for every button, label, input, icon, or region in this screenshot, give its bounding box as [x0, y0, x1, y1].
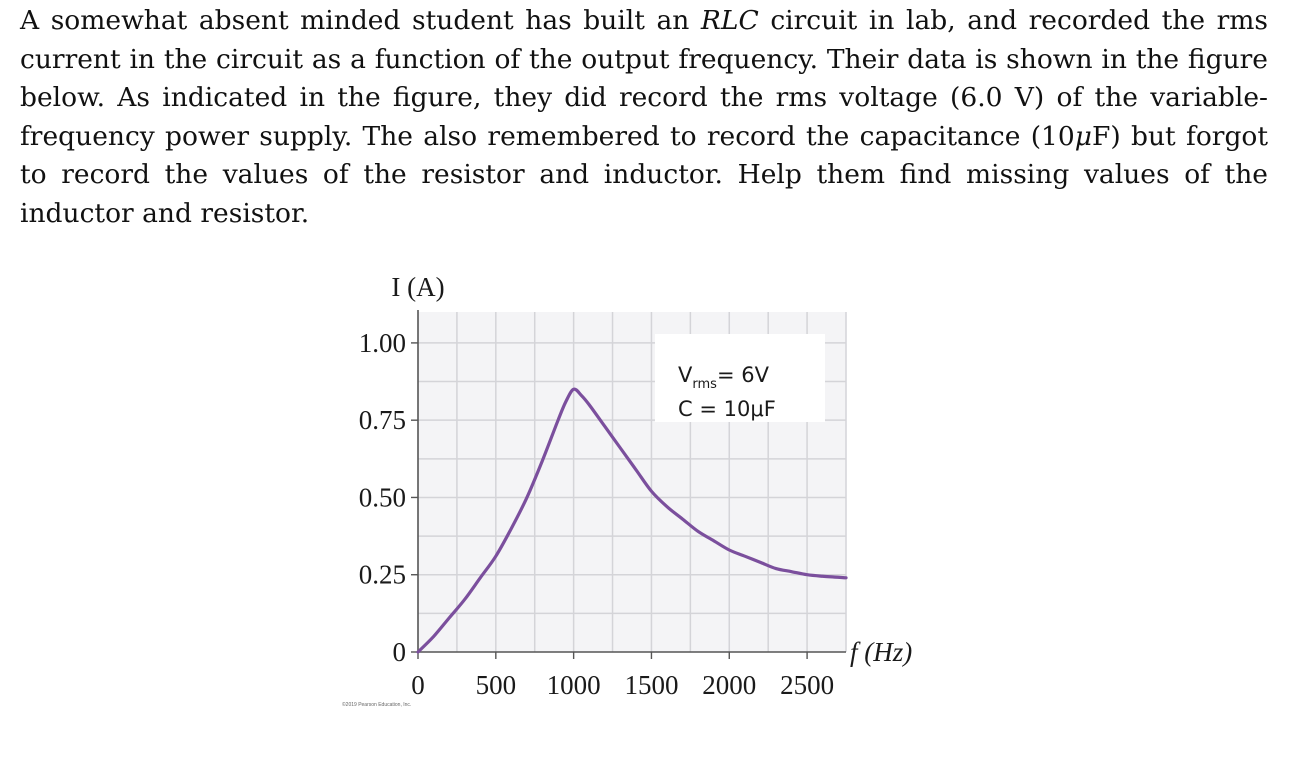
problem-text-part: F) but forgot to record the values of th… — [20, 120, 1269, 229]
problem-text-part: A somewhat absent minded student has bui… — [20, 5, 701, 36]
axes — [411, 310, 846, 659]
y-tick-label: 0.50 — [359, 482, 406, 512]
series-line — [416, 387, 848, 654]
y-axis-title: I (A) — [391, 272, 444, 302]
y-tick-label: 0 — [393, 637, 407, 667]
rlc-term: RLC — [700, 5, 759, 36]
x-tick-label: 1000 — [547, 670, 601, 700]
y-tick-label: 0.25 — [359, 560, 406, 590]
annotation-capacitance: C = 10μF — [678, 397, 776, 421]
annotation-box — [655, 334, 825, 422]
annotation-vrms: Vrms= 6V — [678, 363, 770, 392]
mu-symbol: μ — [1074, 120, 1092, 152]
x-tick-label: 0 — [411, 670, 425, 700]
current-vs-frequency-chart: 0 0.25 0.50 0.75 1.00 0 500 1000 1500 2000 2500 I … — [342, 272, 912, 708]
x-axis-title: f (Hz) — [850, 637, 912, 667]
tick-labels: 0 0.25 0.50 0.75 1.00 0 500 1000 1500 2000 2500 — [359, 328, 834, 700]
copyright-notice: ©2019 Pearson Education, Inc. — [342, 701, 411, 708]
problem-text-part: circuit in lab, and recorded the rms cur… — [20, 5, 1268, 152]
x-tick-label: 500 — [476, 670, 517, 700]
x-tick-label: 2000 — [702, 670, 756, 700]
problem-statement: A somewhat absent minded student has bui… — [20, 2, 1268, 233]
problem-text: A somewhat absent minded student has bui… — [20, 2, 1268, 233]
series — [416, 387, 848, 654]
y-tick-label: 1.00 — [359, 328, 406, 358]
x-tick-label: 2500 — [780, 670, 834, 700]
y-tick-label: 0.75 — [359, 405, 406, 435]
x-tick-label: 1500 — [624, 670, 678, 700]
